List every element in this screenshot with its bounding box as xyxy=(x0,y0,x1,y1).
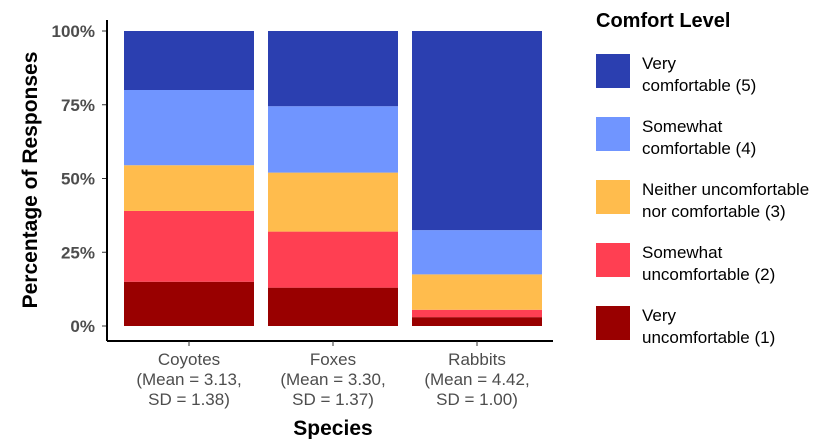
y-tick-label: 50% xyxy=(61,170,95,189)
bar-segment xyxy=(124,281,254,326)
bar-segment xyxy=(412,230,542,275)
y-tick-label: 25% xyxy=(61,243,95,262)
bar-segment xyxy=(124,90,254,166)
x-tick-stats-line1: (Mean = 4.42, xyxy=(424,370,529,389)
legend-swatch xyxy=(596,306,630,340)
bar-segment xyxy=(124,165,254,211)
axes xyxy=(106,20,553,342)
bars xyxy=(124,31,542,326)
bar-segment xyxy=(124,210,254,282)
x-tick-stats-line2: SD = 1.37) xyxy=(292,390,374,409)
y-tick-label: 100% xyxy=(52,22,95,41)
x-tick-stats-line2: SD = 1.38) xyxy=(148,390,230,409)
x-tick-stats-line1: (Mean = 3.13, xyxy=(136,370,241,389)
bar-segment xyxy=(124,31,254,90)
y-axis-title: Percentage of Responses xyxy=(19,52,42,309)
bar-segment xyxy=(268,287,398,326)
bar-segment xyxy=(268,231,398,288)
y-axis-ticks: 0% 25% 50% 75% 100% xyxy=(52,22,107,336)
bar-segment xyxy=(268,106,398,173)
x-axis-title: Species xyxy=(293,417,372,439)
x-tick-label: Coyotes xyxy=(158,350,220,369)
legend-swatch xyxy=(596,54,630,88)
x-tick-stats-line2: SD = 1.00) xyxy=(436,390,518,409)
legend-swatch xyxy=(596,117,630,151)
bar-segment xyxy=(412,274,542,310)
legend-label-line1: Very xyxy=(642,54,677,73)
legend-label-line1: Somewhat xyxy=(642,243,723,262)
x-tick-stats-line1: (Mean = 3.30, xyxy=(280,370,385,389)
legend-swatch xyxy=(596,180,630,214)
bar-segment xyxy=(412,31,542,231)
x-tick-label: Rabbits xyxy=(448,350,506,369)
bar-segment xyxy=(268,172,398,232)
legend-label-line2: comfortable (4) xyxy=(642,139,756,158)
legend-label-line2: uncomfortable (2) xyxy=(642,265,775,284)
legend-label-line1: Very xyxy=(642,306,677,325)
bar-segment xyxy=(412,309,542,318)
legend-title: Comfort Level xyxy=(596,10,730,32)
legend-label-line2: comfortable (5) xyxy=(642,76,756,95)
legend-label-line1: Neither uncomfortable xyxy=(642,180,809,199)
legend: Comfort Level Very comfortable (5) Somewha… xyxy=(596,10,809,347)
legend-label-line2: uncomfortable (1) xyxy=(642,328,775,347)
legend-swatch xyxy=(596,243,630,277)
legend-label-line1: Somewhat xyxy=(642,117,723,136)
bar-segment xyxy=(412,317,542,326)
legend-label-line2: nor comfortable (3) xyxy=(642,202,786,221)
x-tick-label: Foxes xyxy=(310,350,356,369)
y-tick-label: 75% xyxy=(61,96,95,115)
y-tick-label: 0% xyxy=(70,317,95,336)
bar-segment xyxy=(268,31,398,107)
x-axis-ticks: Coyotes(Mean = 3.13,SD = 1.38)Foxes(Mean… xyxy=(136,341,530,409)
